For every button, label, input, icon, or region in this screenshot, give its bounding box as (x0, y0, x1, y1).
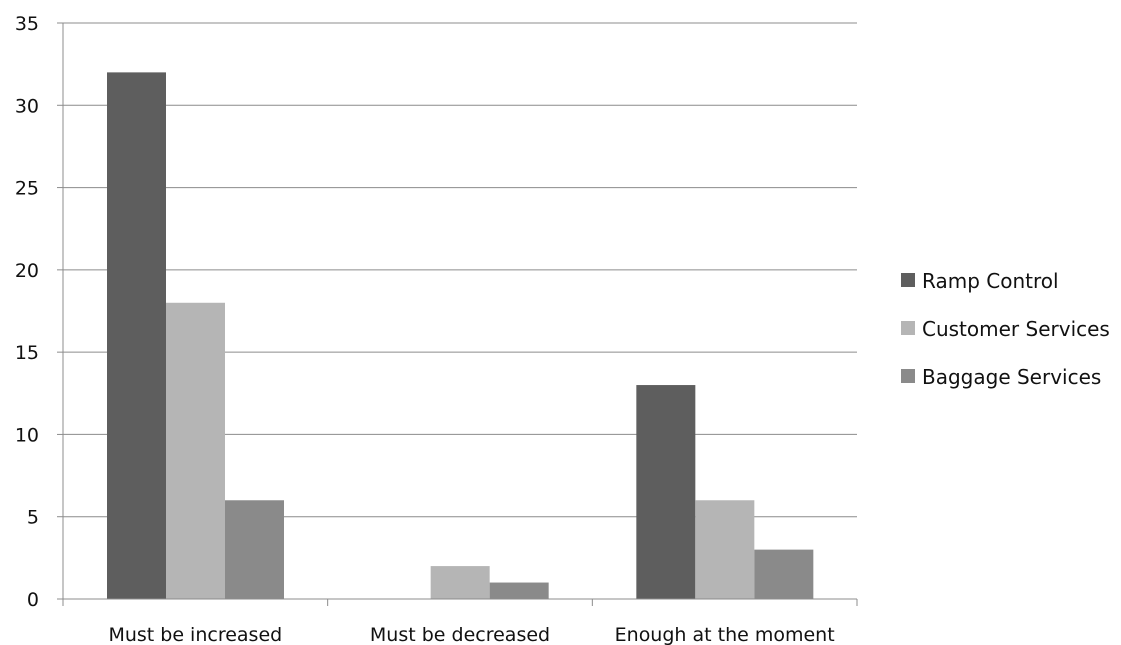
y-tick-label: 35 (15, 13, 39, 35)
x-category-label: Must be decreased (370, 624, 550, 645)
bars (107, 72, 814, 599)
y-tick-label: 10 (15, 424, 39, 446)
legend-label: Baggage Services (922, 365, 1101, 389)
y-tick-label: 30 (15, 95, 39, 117)
legend-swatch (901, 321, 915, 335)
bar-baggage-services (489, 582, 549, 599)
bar-baggage-services (754, 549, 814, 599)
legend-swatch (901, 273, 915, 287)
legend-label: Customer Services (922, 317, 1110, 341)
y-tick-label: 0 (27, 589, 39, 611)
legend: Ramp Control Customer Services Baggage Ser… (901, 269, 1110, 389)
bar-customer-services (695, 500, 755, 599)
legend-swatch (901, 369, 915, 383)
bar-customer-services (166, 302, 225, 599)
y-tick-labels: 0 5 10 15 20 25 30 35 (15, 13, 39, 611)
x-category-label: Enough at the moment (615, 624, 835, 645)
bar-ramp-control (107, 72, 166, 599)
bar-customer-services (430, 566, 490, 599)
y-tick-label: 25 (15, 178, 39, 200)
bar-ramp-control (636, 385, 696, 599)
y-tick-label: 15 (15, 342, 39, 364)
x-category-label: Must be increased (108, 624, 282, 645)
axes (57, 22, 858, 606)
x-category-labels: Must be increased Must be decreased Enough… (108, 624, 834, 645)
y-tick-label: 20 (15, 260, 39, 282)
y-tick-label: 5 (27, 507, 39, 529)
legend-label: Ramp Control (922, 269, 1059, 293)
bar-baggage-services (225, 500, 284, 599)
